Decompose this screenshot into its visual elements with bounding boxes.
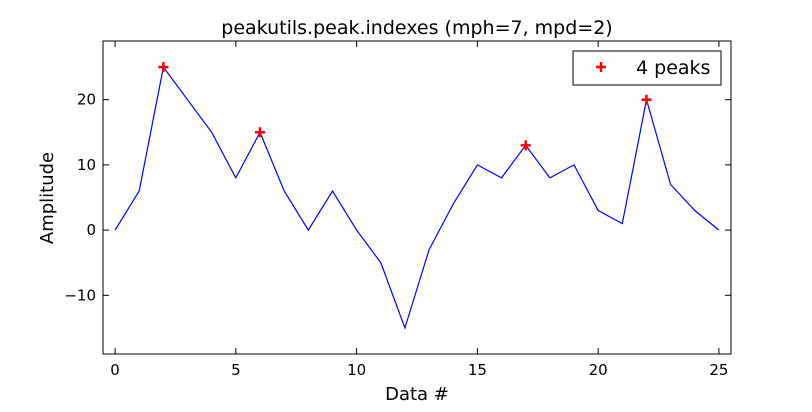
y-axis-label: Amplitude [37, 152, 58, 244]
y-tick-label: 10 [77, 156, 96, 174]
peak-marker [255, 127, 265, 138]
x-tick-label: 15 [468, 361, 487, 379]
x-tick-label: 0 [110, 361, 120, 379]
x-tick-label: 10 [347, 361, 366, 379]
x-axis: 0 5 10 15 20 25 [110, 41, 728, 379]
x-tick-label: 25 [709, 361, 728, 379]
legend-marker [596, 62, 606, 72]
peak-marker [158, 62, 169, 73]
plot-frame [102, 40, 732, 355]
series-line [114, 65, 720, 330]
plot-area [114, 62, 720, 330]
x-axis-label: Data # [385, 384, 449, 405]
legend: 4 peaks [572, 50, 722, 86]
chart-title: peakutils.peak.indexes (mph=7, mpd=2) [221, 17, 612, 39]
x-tick-label: 5 [231, 361, 241, 379]
peak-marker [641, 94, 652, 105]
y-tick-label: 20 [77, 91, 96, 109]
legend-label: 4 peaks [636, 57, 710, 79]
y-axis: −10 0 10 20 [64, 91, 731, 304]
y-tick-label: −10 [64, 286, 96, 304]
x-tick-label: 20 [589, 361, 608, 379]
y-tick-label: 0 [86, 221, 96, 239]
peak-marker [520, 140, 531, 151]
